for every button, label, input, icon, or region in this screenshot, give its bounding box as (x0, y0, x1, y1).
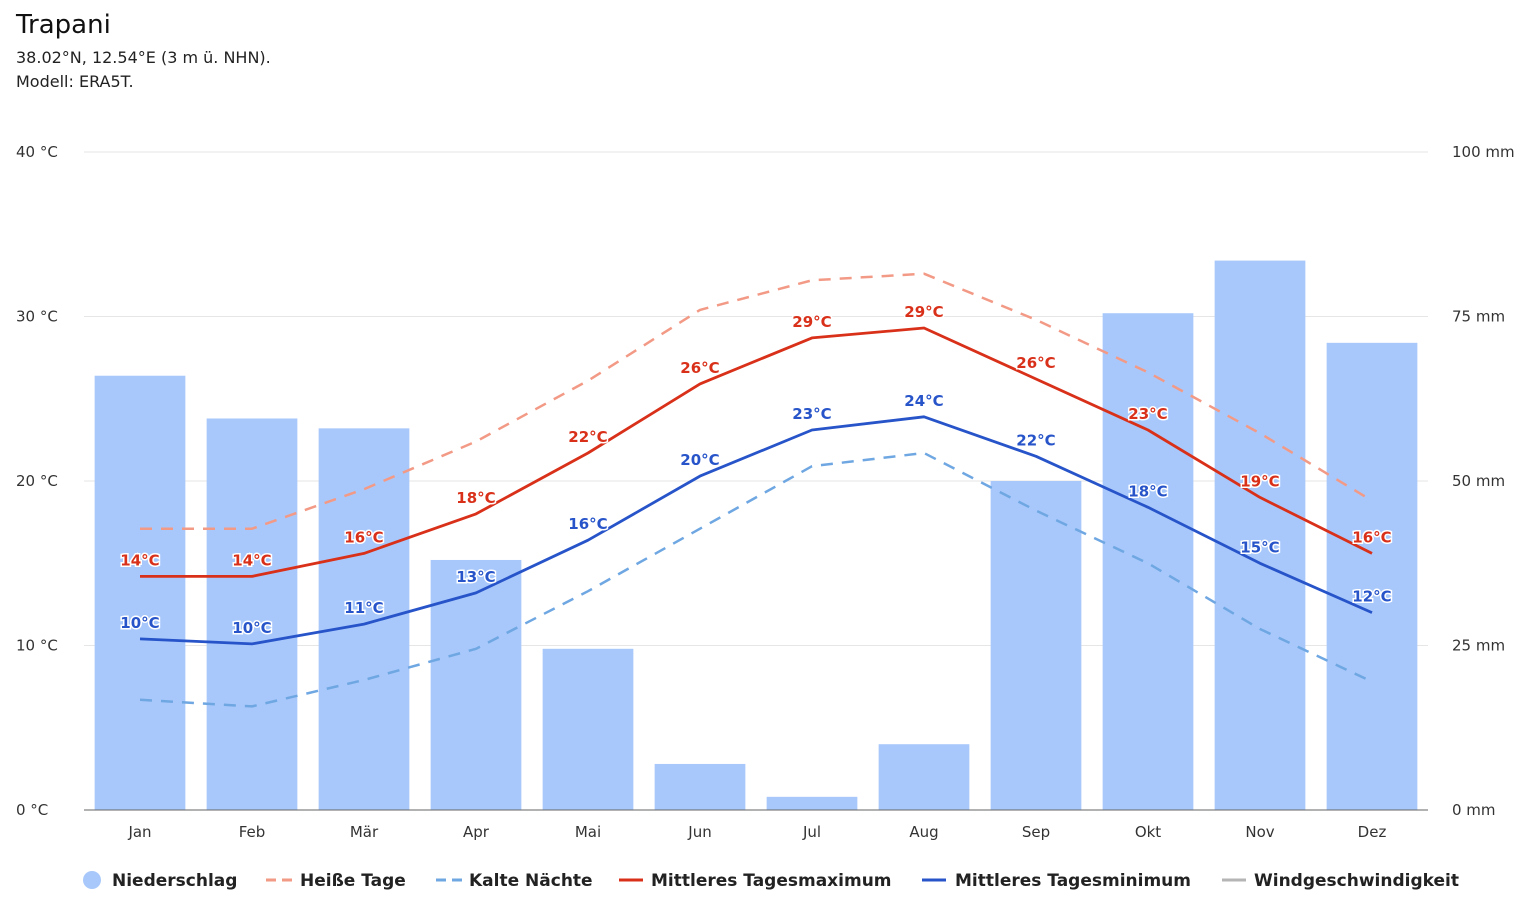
mean-max-data-label: 22°C (568, 428, 607, 446)
mean-min-line (139, 415, 1373, 646)
mean-max-data-label: 18°C (456, 489, 495, 507)
mean-min-data-label: 12°C (1352, 588, 1391, 606)
mean-max-data-label: 16°C (344, 528, 383, 546)
precip-bar (542, 648, 634, 810)
mean-max-data-label: 16°C (1352, 528, 1391, 546)
x-tick-label: Jul (802, 823, 821, 841)
mean-max-data-label: 19°C (1240, 472, 1279, 490)
x-tick-label: Mai (575, 823, 601, 841)
mean-min-data-label: 22°C (1016, 431, 1055, 449)
mean-min-data-label: 18°C (1128, 482, 1167, 500)
y-tick-label-left: 40 °C (16, 143, 58, 161)
precip-bar (1326, 342, 1418, 810)
x-tick-label: Nov (1245, 823, 1274, 841)
precip-bar (1102, 313, 1194, 810)
mean-min-data-label: 24°C (904, 392, 943, 410)
x-tick-label: Feb (239, 823, 266, 841)
legend-label-cold-nights: Kalte Nächte (469, 871, 593, 891)
x-tick-label: Aug (909, 823, 938, 841)
y-tick-label-right: 50 mm (1452, 472, 1505, 490)
precip-bar (1214, 260, 1306, 810)
x-tick-label: Jun (687, 823, 711, 841)
y-tick-label-right: 100 mm (1452, 143, 1515, 161)
legend-label-hot-days: Heiße Tage (300, 871, 406, 891)
mean-min-data-label: 11°C (344, 599, 383, 617)
mean-min-data-label: 23°C (792, 405, 831, 423)
cold-nights-line (139, 451, 1373, 708)
mean-max-data-label: 26°C (1016, 354, 1055, 372)
mean-max-line (140, 326, 1373, 578)
legend-label-precipitation: Niederschlag (112, 871, 237, 891)
x-tick-label: Mär (350, 823, 379, 841)
model-label: Modell: ERA5T. (16, 72, 134, 91)
y-tick-label-right: 25 mm (1452, 637, 1505, 655)
mean-max-data-label: 23°C (1128, 405, 1167, 423)
mean-max-data-label: 14°C (232, 551, 271, 569)
mean-min-data-label: 10°C (120, 614, 159, 632)
precip-bar (94, 375, 186, 810)
y-tick-label-left: 0 °C (16, 801, 48, 819)
y-tick-label-left: 10 °C (16, 637, 58, 655)
mean-min-data-label: 20°C (680, 451, 719, 469)
x-tick-label: Sep (1022, 823, 1050, 841)
precip-bar (318, 428, 410, 810)
precip-bar (654, 763, 746, 810)
y-tick-label-right: 75 mm (1452, 308, 1505, 326)
legend-label-wind: Windgeschwindigkeit (1254, 871, 1459, 891)
y-tick-label-left: 20 °C (16, 472, 58, 490)
x-tick-label: Okt (1135, 823, 1161, 841)
y-tick-label-left: 30 °C (16, 308, 58, 326)
y-tick-label-right: 0 mm (1452, 801, 1496, 819)
precip-bar (766, 796, 858, 810)
location-coordinates: 38.02°N, 12.54°E (3 m ü. NHN). (16, 48, 271, 67)
mean-max-data-label: 29°C (904, 303, 943, 321)
hot-days-line (140, 272, 1373, 530)
legend-label-mean-min: Mittleres Tagesminimum (955, 871, 1191, 891)
mean-min-data-label: 15°C (1240, 538, 1279, 556)
x-tick-label: Dez (1358, 823, 1387, 841)
mean-min-data-label: 13°C (456, 568, 495, 586)
precip-bar (430, 559, 522, 810)
precip-bar (990, 481, 1082, 810)
x-tick-label: Jan (127, 823, 151, 841)
mean-min-data-label: 16°C (568, 515, 607, 533)
x-tick-label: Apr (463, 823, 490, 841)
mean-min-data-label: 10°C (232, 619, 271, 637)
legend-marker-precipitation (83, 871, 101, 889)
precip-bar (878, 744, 970, 810)
legend-label-mean-max: Mittleres Tagesmaximum (651, 871, 892, 891)
precip-bar (206, 418, 298, 810)
mean-max-data-label: 14°C (120, 551, 159, 569)
mean-max-data-label: 26°C (680, 359, 719, 377)
mean-max-data-label: 29°C (792, 313, 831, 331)
chart-title: Trapani (16, 10, 111, 40)
